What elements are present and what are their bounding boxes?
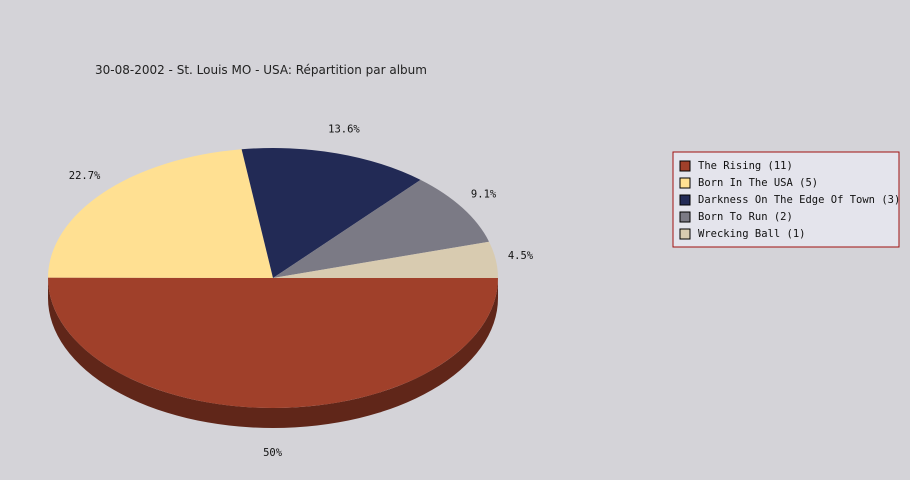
slice bbox=[48, 149, 273, 278]
chart-title: 30-08-2002 - St. Louis MO - USA: Réparti… bbox=[95, 63, 427, 77]
slice-label: 9.1% bbox=[471, 188, 497, 200]
legend: The Rising (11) Born In The USA (5) Darkne… bbox=[679, 160, 900, 240]
legend-label: Born To Run (2) bbox=[698, 211, 793, 223]
legend-swatch bbox=[679, 211, 691, 223]
legend-label: Born In The USA (5) bbox=[698, 177, 818, 189]
legend-label: Darkness On The Edge Of Town (3) bbox=[698, 194, 900, 206]
slice-label: 22.7% bbox=[69, 170, 101, 182]
slice-label: 4.5% bbox=[508, 250, 534, 262]
slice bbox=[241, 148, 421, 278]
legend-swatch bbox=[679, 194, 691, 206]
slice bbox=[273, 179, 490, 278]
legend-swatch bbox=[679, 177, 691, 189]
slice bbox=[48, 277, 499, 409]
legend-label: The Rising (11) bbox=[698, 160, 793, 172]
legend-label: Wrecking Ball (1) bbox=[698, 228, 805, 240]
slice-label: 50% bbox=[263, 447, 283, 459]
pie: 50% 22.7% 13.6% 9.1% 4.5% bbox=[48, 123, 534, 459]
legend-swatch bbox=[679, 160, 691, 172]
slice bbox=[273, 241, 498, 278]
legend-box bbox=[672, 151, 900, 248]
legend-swatch bbox=[679, 228, 691, 240]
slice-label: 13.6% bbox=[328, 123, 360, 135]
